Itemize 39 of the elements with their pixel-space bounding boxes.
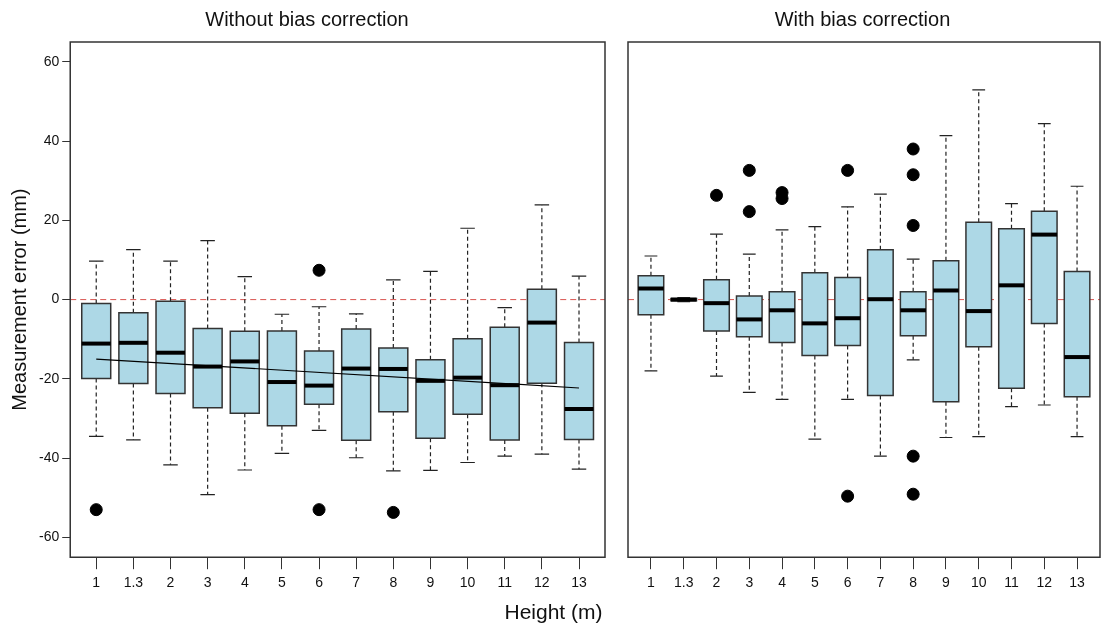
- x-axis-title: Height (m): [503, 600, 604, 624]
- x-tick-label: 4: [778, 574, 787, 591]
- y-tick-label: -40: [39, 448, 60, 465]
- x-tick-label: 1: [647, 574, 656, 591]
- x-tick-label: 1.3: [673, 574, 694, 591]
- x-tick-label: 2: [166, 574, 175, 591]
- x-tick-label: 12: [1036, 574, 1053, 591]
- y-axis-title: Measurement error (mm): [7, 188, 30, 411]
- y-tick-label: 20: [43, 211, 60, 228]
- x-tick-label: 11: [497, 574, 513, 591]
- x-tick-label: 1.3: [123, 574, 144, 591]
- x-tick-label: 3: [745, 574, 754, 591]
- y-tick-label: 0: [51, 290, 60, 307]
- chart-title: Without bias correction: [205, 7, 409, 30]
- x-tick-label: 4: [240, 574, 249, 591]
- x-tick-label: 9: [426, 574, 435, 591]
- y-tick-label: 40: [43, 131, 60, 148]
- x-tick-label: 7: [876, 574, 885, 591]
- x-tick-label: 12: [534, 574, 550, 591]
- x-tick-label: 13: [571, 574, 587, 591]
- x-tick-label: 2: [712, 574, 721, 591]
- x-tick-label: 11: [1004, 574, 1019, 591]
- x-tick-label: 10: [459, 574, 476, 591]
- x-tick-label: 5: [810, 574, 819, 591]
- x-tick-label: 10: [970, 574, 987, 591]
- x-tick-label: 7: [352, 574, 361, 591]
- x-tick-label: 8: [909, 574, 918, 591]
- x-tick-label: 6: [843, 574, 852, 591]
- x-tick-label: 5: [278, 574, 287, 591]
- x-tick-label: 3: [203, 574, 212, 591]
- x-tick-label: 9: [942, 574, 951, 591]
- y-tick-label: -60: [39, 528, 60, 545]
- x-tick-label: 8: [389, 574, 398, 591]
- y-tick-label: -20: [39, 369, 60, 386]
- y-tick-label: 60: [43, 52, 60, 69]
- x-tick-label: 6: [315, 574, 324, 591]
- chart-title: With bias correction: [774, 7, 951, 30]
- x-tick-label: 13: [1069, 574, 1086, 591]
- x-tick-label: 1: [92, 574, 101, 591]
